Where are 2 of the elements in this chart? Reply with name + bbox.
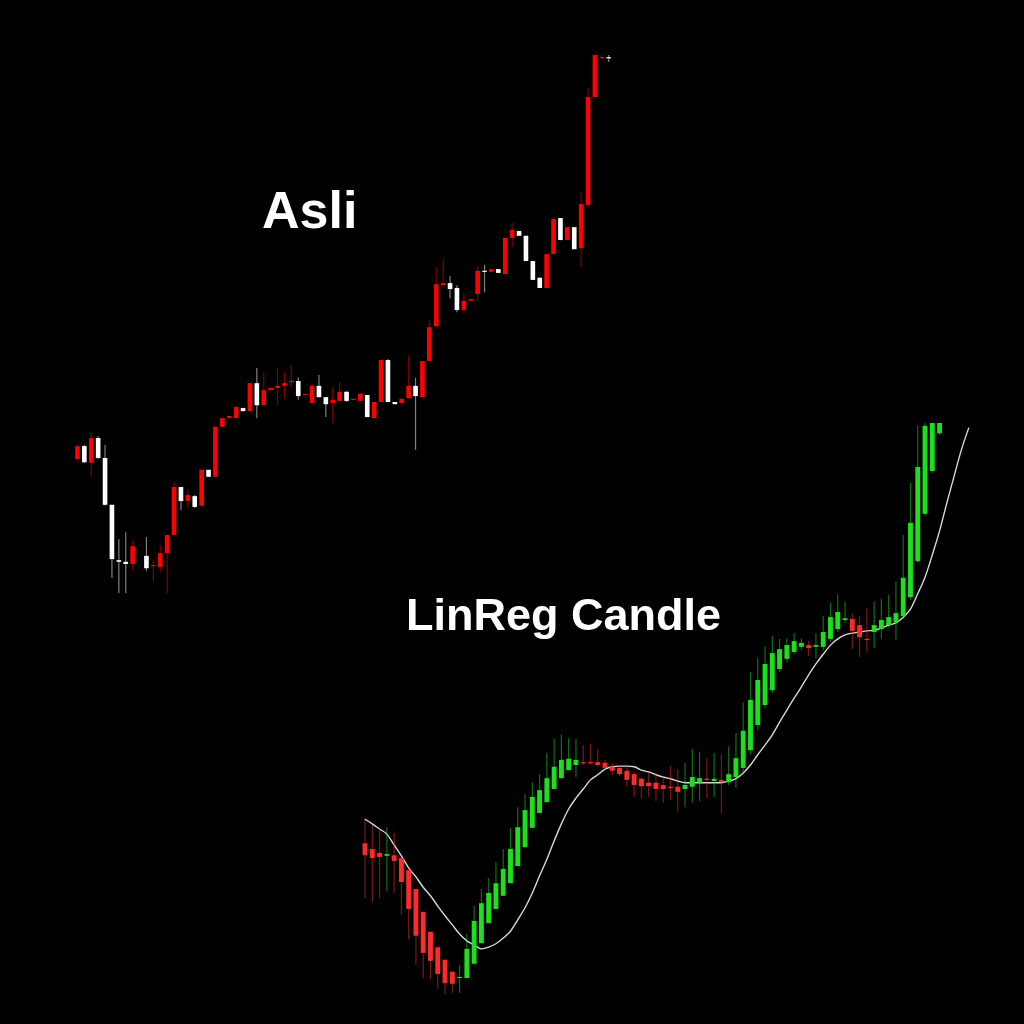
text: LinReg Candle [406,589,722,640]
text: Asli [262,181,358,239]
